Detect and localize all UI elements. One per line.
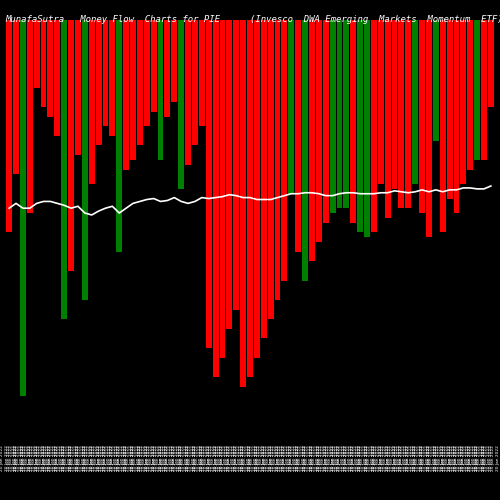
Bar xyxy=(48,20,54,116)
Bar xyxy=(474,20,480,160)
Bar xyxy=(226,20,232,329)
Bar xyxy=(172,20,177,102)
Bar xyxy=(199,20,205,126)
Bar xyxy=(468,20,473,170)
Bar xyxy=(158,20,164,160)
Bar xyxy=(247,20,253,377)
Bar xyxy=(392,20,398,189)
Bar xyxy=(406,20,411,208)
Bar xyxy=(378,20,384,184)
Bar xyxy=(234,20,239,310)
Bar xyxy=(75,20,81,155)
Bar xyxy=(357,20,363,233)
Bar xyxy=(102,20,108,126)
Bar xyxy=(212,20,218,377)
Bar xyxy=(62,20,67,319)
Bar xyxy=(116,20,122,252)
Bar xyxy=(40,20,46,107)
Bar xyxy=(185,20,191,165)
Bar xyxy=(240,20,246,386)
Bar xyxy=(34,20,40,87)
Bar xyxy=(13,20,19,174)
Bar xyxy=(27,20,32,213)
Bar xyxy=(309,20,315,262)
Bar xyxy=(433,20,438,140)
Bar xyxy=(316,20,322,242)
Bar xyxy=(6,20,12,233)
Bar xyxy=(206,20,212,348)
Bar xyxy=(426,20,432,237)
Bar xyxy=(261,20,266,338)
Bar xyxy=(150,20,156,112)
Bar xyxy=(330,20,336,213)
Bar xyxy=(336,20,342,208)
Bar xyxy=(130,20,136,160)
Bar xyxy=(350,20,356,222)
Bar xyxy=(68,20,74,271)
Bar xyxy=(364,20,370,237)
Bar xyxy=(344,20,349,208)
Bar xyxy=(454,20,460,213)
Bar xyxy=(288,20,294,194)
Bar xyxy=(323,20,328,222)
Text: MunafaSutra   Money Flow  Charts for PIE: MunafaSutra Money Flow Charts for PIE xyxy=(5,15,220,24)
Bar xyxy=(178,20,184,189)
Bar xyxy=(123,20,129,170)
Bar xyxy=(268,20,274,319)
Bar xyxy=(110,20,116,136)
Bar xyxy=(419,20,425,213)
Bar xyxy=(82,20,88,300)
Bar xyxy=(398,20,404,208)
Bar xyxy=(20,20,26,396)
Bar xyxy=(254,20,260,358)
Bar xyxy=(412,20,418,184)
Bar xyxy=(96,20,102,146)
Bar xyxy=(192,20,198,146)
Bar xyxy=(302,20,308,280)
Bar xyxy=(220,20,226,358)
Bar xyxy=(164,20,170,116)
Bar xyxy=(481,20,487,160)
Bar xyxy=(274,20,280,300)
Bar xyxy=(89,20,94,184)
Bar xyxy=(440,20,446,233)
Bar xyxy=(54,20,60,136)
Bar xyxy=(144,20,150,126)
Bar xyxy=(137,20,143,146)
Bar xyxy=(488,20,494,107)
Bar xyxy=(384,20,390,218)
Bar xyxy=(460,20,466,184)
Bar xyxy=(371,20,377,233)
Bar xyxy=(295,20,301,252)
Text: (Invesco  DWA Emerging  Markets  Momentum  ETF) MunafaSutra.com: (Invesco DWA Emerging Markets Momentum E… xyxy=(250,15,500,24)
Bar xyxy=(446,20,452,199)
Bar xyxy=(282,20,288,280)
